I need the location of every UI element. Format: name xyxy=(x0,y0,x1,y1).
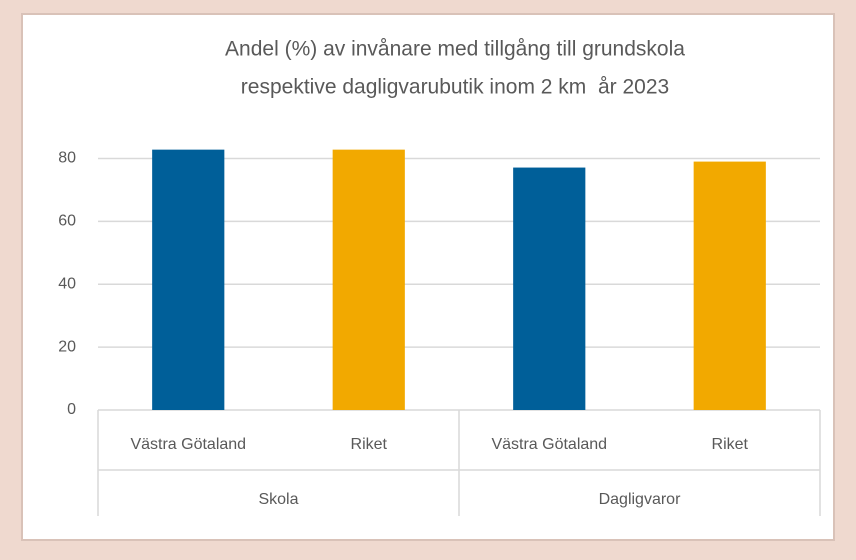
y-tick-label: 40 xyxy=(58,275,76,292)
bar xyxy=(152,149,225,410)
chart-title: Andel (%) av invånare med tillgång till … xyxy=(225,38,685,61)
bar xyxy=(693,161,766,410)
x-tick-label: Västra Götaland xyxy=(130,436,246,453)
x-tick-label: Västra Götaland xyxy=(491,436,607,453)
bar xyxy=(332,149,405,410)
y-tick-label: 20 xyxy=(58,338,76,355)
y-tick-label: 0 xyxy=(67,401,76,418)
y-tick-label: 80 xyxy=(58,150,76,167)
x-tick-label: Riket xyxy=(712,436,749,453)
group-label: Skola xyxy=(258,491,298,508)
x-tick-label: Riket xyxy=(351,436,388,453)
bar xyxy=(513,167,586,410)
group-label: Dagligvaror xyxy=(599,491,681,508)
chart-title: respektive dagligvarubutik inom 2 km år … xyxy=(241,76,669,99)
y-tick-label: 60 xyxy=(58,213,76,230)
